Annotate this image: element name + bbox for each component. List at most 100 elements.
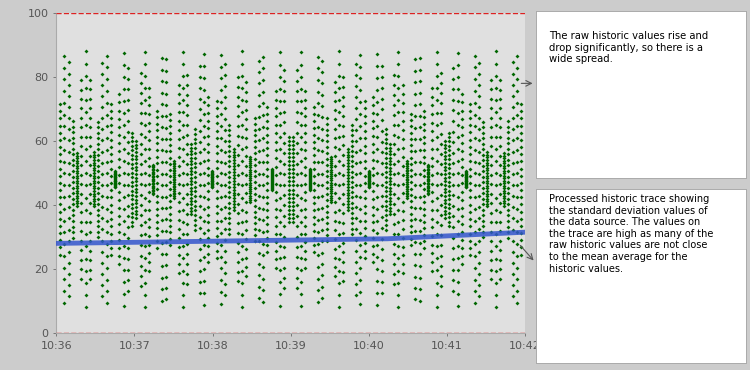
Point bbox=[413, 171, 425, 176]
Point bbox=[130, 186, 142, 192]
Point bbox=[472, 204, 484, 210]
Point bbox=[219, 280, 231, 286]
Point bbox=[168, 167, 180, 173]
Point bbox=[160, 102, 172, 108]
Point bbox=[270, 198, 282, 204]
Point bbox=[224, 132, 236, 138]
Point bbox=[147, 169, 159, 175]
Point bbox=[80, 146, 92, 152]
Point bbox=[147, 181, 159, 187]
Point bbox=[202, 118, 214, 124]
Point bbox=[316, 148, 328, 154]
Point bbox=[236, 97, 248, 103]
Point bbox=[54, 130, 66, 136]
Point bbox=[397, 136, 409, 142]
Point bbox=[507, 149, 519, 155]
Point bbox=[190, 126, 202, 132]
Point bbox=[338, 162, 350, 168]
Point bbox=[71, 170, 83, 176]
Point bbox=[460, 173, 472, 179]
Point bbox=[312, 171, 324, 176]
Point bbox=[130, 178, 142, 184]
Point bbox=[118, 171, 130, 176]
Point bbox=[511, 288, 523, 294]
Point bbox=[75, 257, 87, 263]
Point bbox=[422, 181, 434, 187]
Point bbox=[469, 53, 481, 58]
Point bbox=[312, 124, 324, 130]
Point bbox=[304, 180, 316, 186]
Point bbox=[376, 160, 388, 166]
Point bbox=[291, 275, 303, 281]
Point bbox=[350, 237, 362, 243]
Point bbox=[283, 154, 295, 160]
Point bbox=[194, 74, 206, 80]
Point bbox=[397, 181, 409, 187]
Point bbox=[376, 107, 388, 112]
Point bbox=[413, 194, 425, 200]
Point bbox=[194, 192, 206, 198]
Point bbox=[498, 175, 510, 181]
Point bbox=[244, 180, 256, 186]
Point bbox=[397, 217, 409, 223]
Point bbox=[67, 162, 79, 168]
Point bbox=[515, 245, 527, 250]
Point bbox=[181, 271, 193, 277]
Point bbox=[397, 154, 409, 160]
Point bbox=[143, 137, 155, 143]
Point bbox=[62, 115, 74, 121]
Point bbox=[443, 183, 455, 189]
Point bbox=[296, 134, 307, 140]
Point bbox=[452, 243, 464, 249]
Point bbox=[261, 166, 273, 172]
Point bbox=[80, 110, 92, 115]
Point bbox=[270, 113, 282, 119]
Point bbox=[448, 182, 460, 188]
Point bbox=[299, 189, 311, 195]
Point bbox=[410, 216, 422, 222]
Point bbox=[333, 182, 345, 188]
Point bbox=[206, 177, 218, 183]
Point bbox=[266, 168, 278, 174]
Point bbox=[143, 94, 155, 100]
Point bbox=[418, 160, 430, 166]
Point bbox=[426, 268, 438, 274]
Point bbox=[507, 104, 519, 110]
Point bbox=[274, 279, 286, 285]
Point bbox=[198, 87, 210, 92]
Point bbox=[202, 235, 214, 241]
Point bbox=[448, 107, 460, 113]
Point bbox=[190, 155, 202, 161]
Point bbox=[92, 135, 104, 141]
Point bbox=[346, 138, 358, 144]
Point bbox=[249, 191, 261, 197]
Point bbox=[261, 173, 273, 179]
Point bbox=[401, 193, 413, 199]
Point bbox=[75, 134, 87, 140]
Point bbox=[266, 177, 278, 183]
Point bbox=[190, 136, 202, 142]
Point bbox=[219, 193, 231, 199]
Point bbox=[392, 219, 404, 225]
Point bbox=[75, 96, 87, 102]
Point bbox=[105, 108, 117, 114]
Point bbox=[376, 290, 388, 296]
Point bbox=[139, 98, 151, 104]
Point bbox=[160, 251, 172, 257]
Point bbox=[110, 184, 122, 190]
Point bbox=[350, 226, 362, 232]
Point bbox=[185, 211, 197, 217]
Point bbox=[342, 207, 354, 213]
Point bbox=[190, 193, 202, 199]
Point bbox=[54, 144, 66, 150]
Point bbox=[206, 184, 218, 190]
Point bbox=[253, 272, 265, 278]
Point bbox=[312, 182, 324, 188]
Point bbox=[355, 64, 367, 70]
Point bbox=[405, 223, 417, 229]
Point bbox=[503, 146, 515, 152]
Point bbox=[482, 183, 494, 189]
Point bbox=[62, 82, 74, 88]
Point bbox=[139, 122, 151, 128]
Point bbox=[338, 181, 350, 187]
